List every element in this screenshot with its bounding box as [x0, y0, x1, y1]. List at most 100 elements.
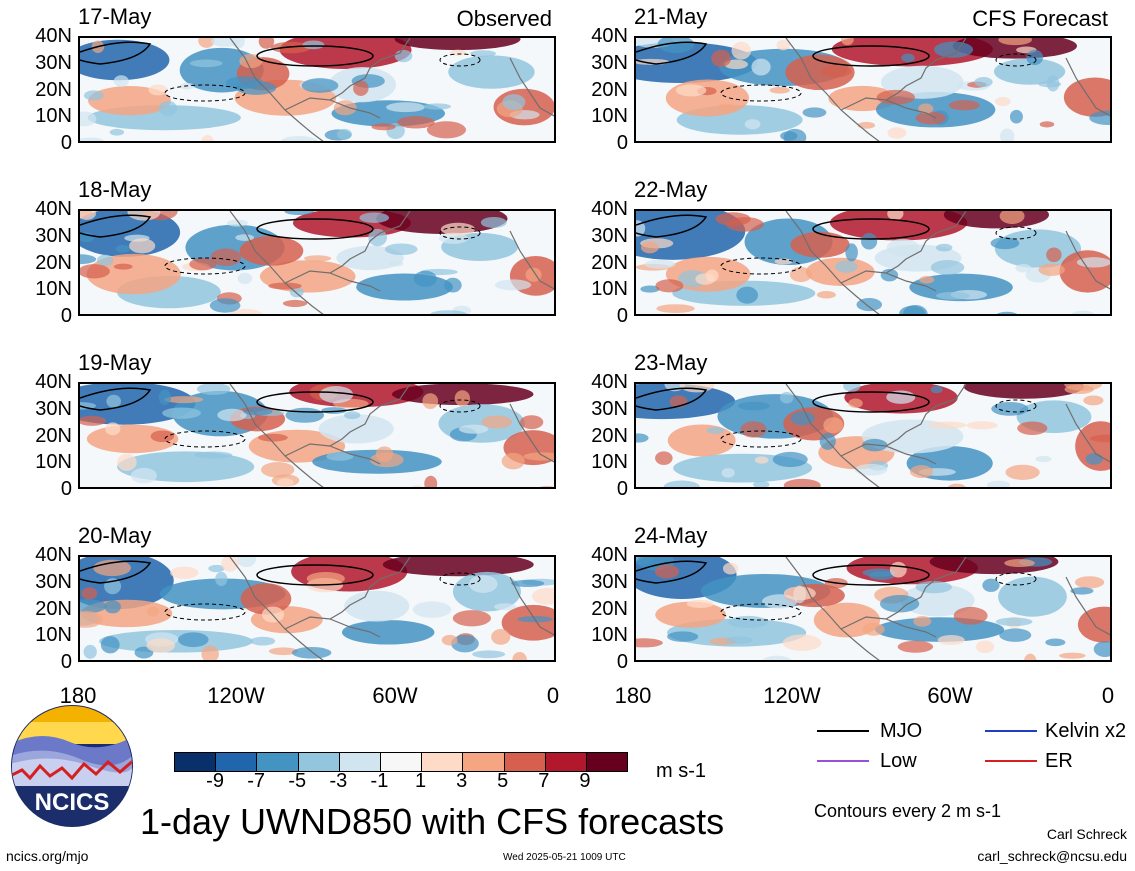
colorbar-tick-label: 5 — [497, 770, 509, 792]
anomaly-speck — [80, 137, 104, 141]
anomaly-region — [1063, 77, 1110, 117]
anomaly-speck — [80, 610, 103, 628]
y-tick-label: 40N — [591, 25, 628, 47]
anomaly-speck — [440, 222, 476, 236]
anomaly-speck — [196, 384, 231, 395]
y-tick-label: 20N — [591, 597, 628, 620]
anomaly-speck — [1074, 576, 1105, 589]
anomaly-speck — [371, 123, 396, 131]
anomaly-speck — [302, 40, 325, 50]
anomaly-speck — [915, 111, 946, 125]
anomaly-speck — [644, 259, 676, 269]
anomaly-speck — [158, 100, 178, 116]
anomaly-speck — [268, 647, 298, 656]
anomaly-speck — [130, 467, 157, 484]
anomaly-speck — [80, 211, 96, 220]
anomaly-region — [341, 620, 435, 645]
anomaly-speck — [667, 631, 699, 642]
anomaly-speck — [841, 38, 854, 46]
colorbar-tick-label: 1 — [414, 770, 427, 792]
anomaly-speck — [782, 634, 822, 652]
anomaly-speck — [353, 80, 369, 96]
anomaly-speck — [531, 587, 554, 605]
anomaly-speck — [1070, 587, 1094, 595]
anomaly-speck — [326, 451, 354, 461]
colorbar-tick-label: -5 — [288, 770, 307, 792]
y-tick-label: 0 — [616, 651, 628, 673]
mjo-contour — [256, 218, 374, 240]
anomaly-speck — [412, 485, 423, 487]
colorbar-swatch — [422, 753, 464, 771]
anomaly-speck — [706, 427, 725, 434]
anomaly-speck — [441, 634, 458, 646]
anomaly-speck — [876, 89, 915, 105]
y-tick-label: 0 — [60, 305, 72, 327]
anomaly-speck — [386, 102, 425, 113]
anomaly-speck — [413, 270, 437, 287]
anomaly-speck — [1089, 110, 1110, 126]
anomaly-speck — [861, 232, 878, 250]
mjo-contour — [80, 387, 152, 411]
mjo-contour — [256, 391, 374, 413]
anomaly-speck — [789, 266, 812, 283]
anomaly-speck — [663, 480, 700, 487]
anomaly-speck — [258, 38, 275, 49]
anomaly-speck — [686, 599, 714, 608]
anomaly-speck — [887, 127, 907, 139]
negative-contour — [439, 572, 481, 586]
y-tick-label: 0 — [616, 305, 628, 327]
anomaly-speck — [975, 640, 995, 654]
author-email[interactable]: carl_schreck@ncsu.edu — [977, 848, 1127, 864]
anomaly-speck — [1089, 434, 1110, 443]
colorbar-tick-label: 9 — [579, 770, 591, 792]
colorbar-swatch — [545, 753, 587, 771]
negative-contour — [720, 84, 802, 102]
anomaly-speck — [301, 78, 339, 93]
anomaly-speck — [158, 389, 172, 406]
panel-source-label: Observed — [456, 6, 552, 31]
website-link[interactable]: ncics.org/mjo — [6, 848, 89, 864]
anomaly-region — [667, 424, 736, 457]
x-tick-label: 0 — [1101, 683, 1115, 708]
legend-kelvin: Kelvin x2 — [1045, 720, 1127, 742]
anomaly-speck — [740, 421, 767, 438]
anomaly-speck — [1000, 128, 1015, 141]
anomaly-speck — [991, 402, 1029, 416]
anomaly-speck — [823, 417, 844, 434]
panel-date-label: 19-May — [78, 350, 152, 375]
anomaly-speck — [966, 421, 998, 430]
anomaly-speck — [915, 580, 952, 594]
anomaly-speck — [716, 103, 737, 112]
anomaly-speck — [106, 394, 122, 408]
y-tick-label: 40N — [591, 198, 628, 220]
anomaly-speck — [886, 238, 920, 257]
anomaly-speck — [306, 571, 345, 586]
anomaly-speck — [999, 211, 1025, 225]
anomaly-speck — [426, 121, 467, 139]
colorbar-tick-label: 3 — [456, 770, 468, 792]
anomaly-region — [963, 384, 1084, 399]
anomaly-speck — [655, 279, 684, 293]
anomaly-speck — [913, 616, 932, 627]
anomaly-speck — [491, 629, 511, 645]
x-tick-label: 60W — [372, 683, 418, 708]
anomaly-speck — [289, 286, 304, 298]
negative-contour — [439, 399, 481, 413]
wind-anomaly-map — [78, 36, 556, 143]
negative-contour — [995, 399, 1037, 413]
x-tick-label: 120W — [763, 683, 821, 708]
anomaly-speck — [178, 632, 209, 648]
anomaly-region — [382, 557, 534, 577]
anomaly-speck — [494, 603, 517, 611]
y-tick-label: 10N — [35, 278, 72, 301]
anomaly-speck — [344, 411, 361, 420]
y-tick-label: 30N — [35, 224, 72, 247]
coastline — [785, 38, 1110, 141]
anomaly-speck — [150, 430, 175, 443]
anomaly-speck — [1038, 81, 1062, 88]
mjo-contour — [812, 218, 930, 240]
negative-contour — [720, 603, 802, 621]
anomaly-speck — [1005, 464, 1040, 480]
panel-date-label: 21-May — [634, 4, 708, 29]
anomaly-speck — [83, 90, 104, 101]
